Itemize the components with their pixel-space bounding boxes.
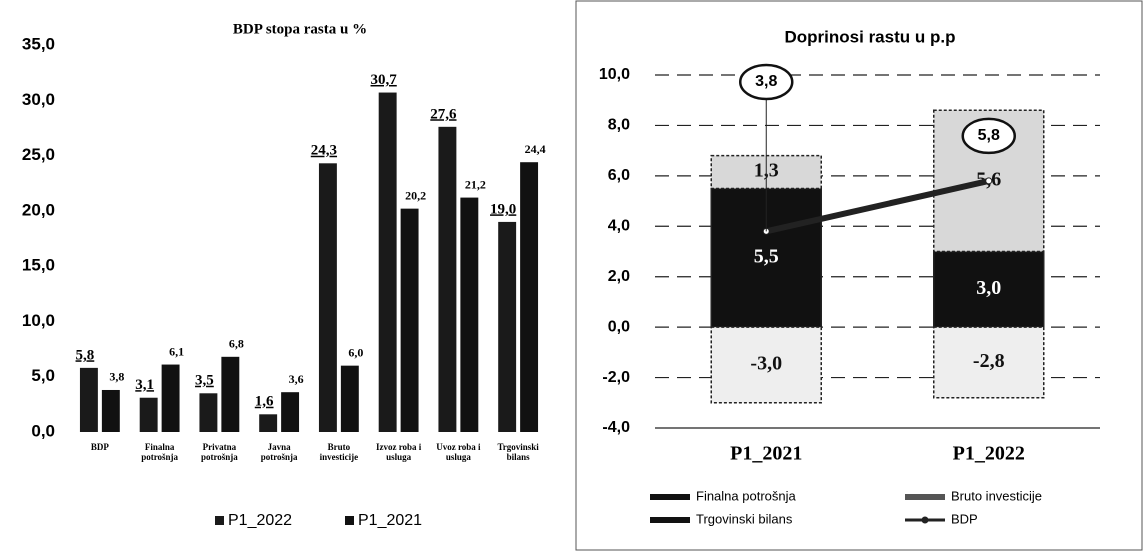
bar — [318, 163, 337, 432]
bar — [340, 365, 359, 432]
value-label: 5,8 — [76, 347, 95, 363]
x-tick-label: Javna potrošnja — [260, 442, 298, 462]
x-tick-label: Finalna potrošnja — [141, 442, 179, 462]
x-tick-frame: Bruto investicije — [319, 442, 359, 462]
value-label: 1,6 — [255, 394, 274, 410]
y-tick-label: 0,0 — [31, 421, 55, 440]
label-bubble — [961, 117, 1016, 155]
chart: BDP stopa rasta u % 0,0 5,0 10,0 15,0 20,0 25… — [22, 21, 546, 529]
y-tick-label: 8,0 — [608, 117, 630, 134]
x-tick-label: P1_2021 — [730, 443, 802, 465]
bar — [400, 208, 419, 432]
value-label: 6,8 — [229, 337, 244, 351]
x-tick-frame: Privatna potrošnja — [200, 442, 238, 462]
value-label: 30,7 — [371, 72, 398, 88]
bar — [281, 392, 300, 432]
value-label: 5,8 — [978, 127, 1000, 144]
value-label: 3,1 — [135, 377, 154, 393]
value-label: 20,2 — [405, 188, 426, 202]
x-tick-frame: Uvoz roba i usluga — [436, 442, 481, 462]
bar — [101, 389, 120, 432]
y-tick-label: -4,0 — [602, 419, 630, 436]
line — [765, 177, 990, 235]
legend-swatch — [650, 494, 690, 500]
legend-label: Finalna potrošnja — [696, 488, 796, 503]
bar — [438, 126, 457, 432]
legend-label: P1_2022 — [228, 512, 292, 529]
x-tick-label: Trgovinski bilans — [497, 442, 539, 462]
x-tick-label: Bruto investicije — [319, 442, 359, 462]
bar — [161, 364, 180, 432]
x-tick-frame: Javna potrošnja — [260, 442, 298, 462]
legend-label: BDP — [951, 511, 978, 526]
legend-label: P1_2021 — [358, 512, 422, 529]
y-tick-label: 30,0 — [22, 90, 55, 109]
bar-segment — [710, 326, 822, 404]
value-label: 3,5 — [195, 373, 214, 389]
value-label: 6,0 — [348, 345, 363, 359]
x-tick-label: Izvoz roba i usluga — [375, 442, 422, 462]
y-tick-label: 35,0 — [22, 34, 55, 53]
legend-swatch — [650, 517, 690, 523]
y-tick-label: 6,0 — [608, 167, 630, 184]
bar — [199, 393, 218, 432]
y-tick-label: 2,0 — [608, 268, 630, 285]
x-tick-label: Uvoz roba i usluga — [436, 442, 481, 462]
panel-border — [575, 0, 1143, 551]
bar-segment — [933, 326, 1045, 399]
y-tick-label: -2,0 — [602, 369, 630, 386]
value-label: 5,5 — [754, 245, 779, 267]
y-tick-label: 5,0 — [31, 366, 55, 385]
legend-label: Trgovinski bilans — [696, 511, 793, 526]
bar — [139, 397, 158, 432]
value-label: 27,6 — [430, 106, 457, 122]
y-tick-label: 10,0 — [22, 311, 55, 330]
bar — [460, 197, 479, 432]
x-tick-label: BDP — [90, 442, 109, 452]
bar — [520, 162, 539, 432]
y-tick-label: 20,0 — [22, 200, 55, 219]
bar-segment — [933, 250, 1045, 328]
x-tick-frame: Izvoz roba i usluga — [375, 442, 422, 462]
legend-swatch — [905, 494, 945, 500]
value-label: 3,8 — [755, 73, 777, 90]
y-tick-label: 0,0 — [608, 318, 630, 335]
bar — [378, 92, 397, 432]
y-tick-label: 25,0 — [22, 145, 55, 164]
legend-label: Bruto investicije — [951, 488, 1042, 503]
x-tick-label: P1_2022 — [953, 443, 1025, 465]
legend-swatch — [215, 516, 224, 525]
y-tick-label: 15,0 — [22, 256, 55, 275]
x-tick-frame: BDP — [90, 442, 109, 452]
y-tick-label: 10,0 — [599, 66, 630, 83]
chart: Doprinosi rastu u p.p -4,0 -2,0 0,0 2,0 4,0 6… — [575, 0, 1143, 551]
label-bubble — [739, 63, 794, 101]
line-point — [985, 177, 993, 185]
x-tick-frame: Trgovinski bilans — [497, 442, 539, 462]
legend-swatch — [345, 516, 354, 525]
value-label: -2,8 — [973, 350, 1005, 372]
value-label: 21,2 — [465, 177, 486, 191]
value-label: 3,0 — [976, 277, 1001, 299]
x-tick-frame: Finalna potrošnja — [141, 442, 179, 462]
bar — [259, 414, 278, 432]
value-label: 19,0 — [490, 201, 516, 217]
y-tick-label: 4,0 — [608, 218, 630, 235]
value-label: 6,1 — [169, 344, 184, 358]
chart-title: Doprinosi rastu u p.p — [785, 27, 956, 46]
value-label: 3,8 — [109, 370, 124, 384]
value-label: 24,4 — [525, 142, 546, 156]
value-label: -3,0 — [750, 353, 782, 375]
bar — [221, 356, 240, 432]
value-label: 3,6 — [289, 372, 304, 386]
x-tick-label: Privatna potrošnja — [200, 442, 238, 462]
bar — [79, 367, 98, 432]
chart-title: BDP stopa rasta u % — [233, 21, 367, 37]
value-label: 24,3 — [311, 143, 337, 159]
legend-swatch — [921, 516, 929, 524]
bar — [498, 221, 517, 432]
